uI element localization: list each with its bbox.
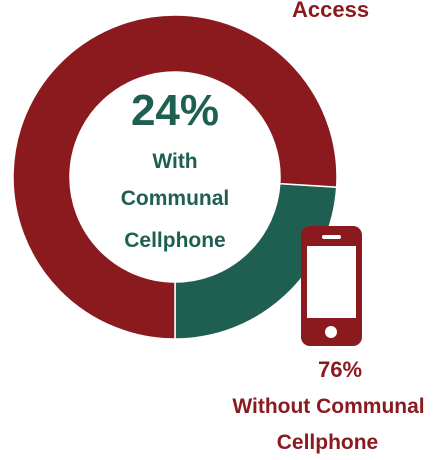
without-communal-label-line1: Without Communal [232, 395, 425, 418]
with-communal-label-line3: Cellphone [124, 229, 226, 252]
top-label-access: Access [292, 0, 370, 22]
with-communal-label-line2: Communal [120, 187, 230, 210]
without-communal-percent: 76% [317, 357, 363, 382]
with-communal-label-line1: With [152, 150, 198, 173]
without-communal-label-line2: Cellphone [276, 431, 379, 454]
with-communal-percent: 24% [130, 86, 220, 135]
slice-without-communal [12, 14, 338, 340]
smartphone-icon [301, 226, 362, 346]
